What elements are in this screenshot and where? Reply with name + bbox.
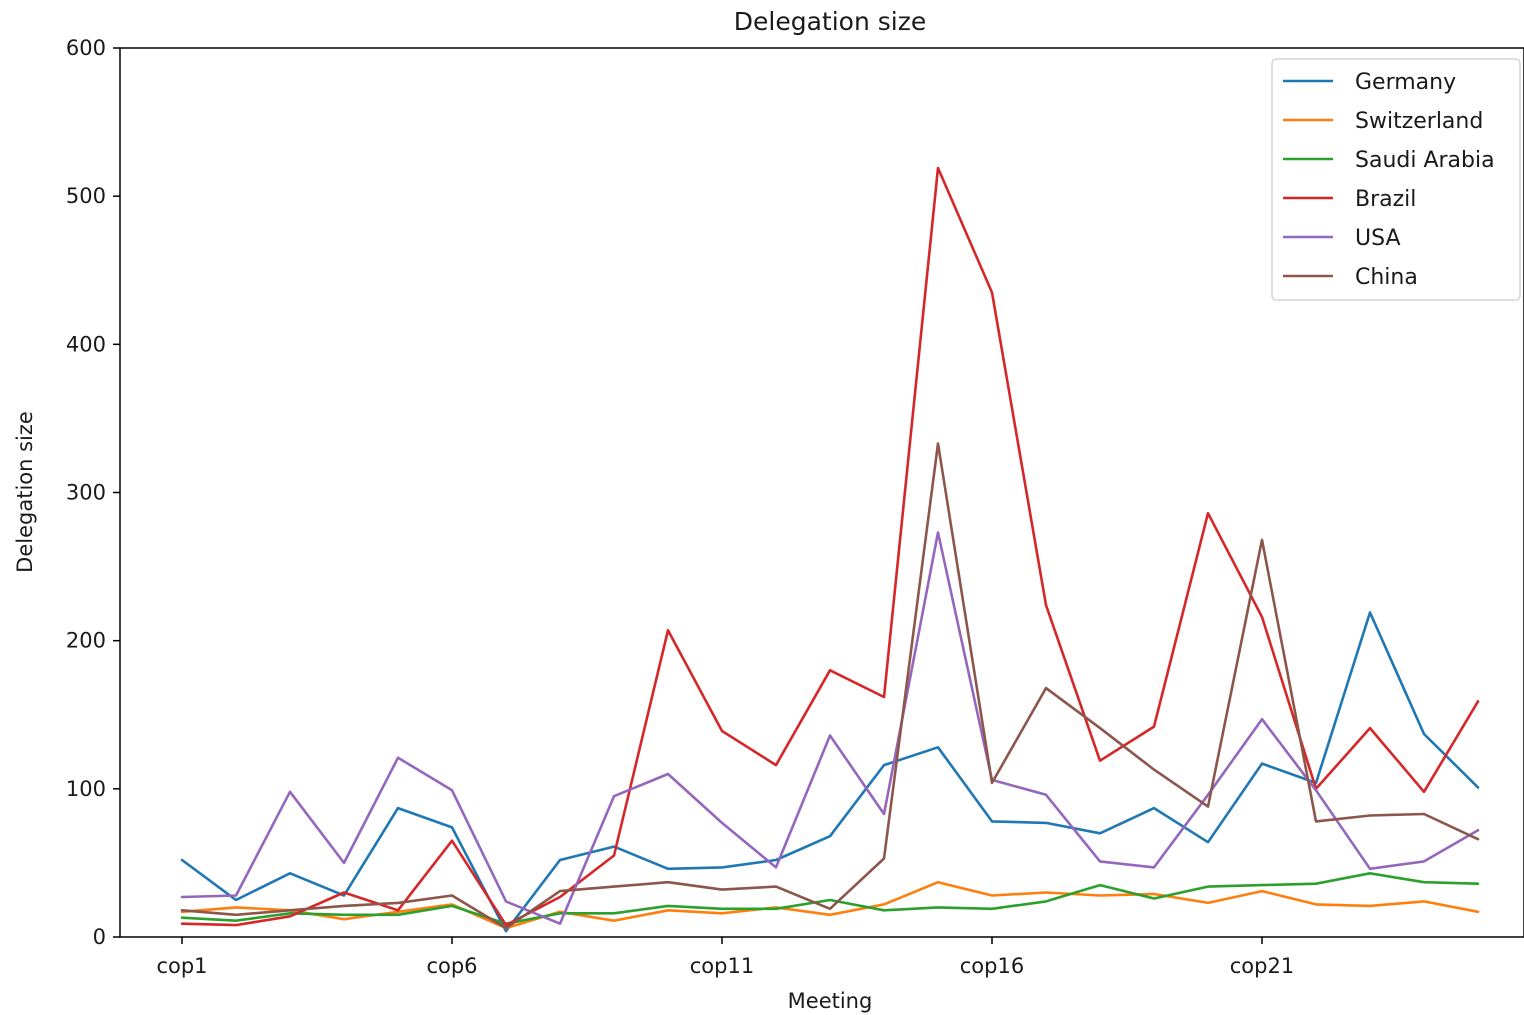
x-axis-label: Meeting [788,989,873,1013]
x-tick-label: cop16 [960,954,1024,978]
legend-label: China [1355,265,1418,290]
legend-label: Germany [1355,70,1456,95]
series-line-switzerland [180,880,1480,930]
x-tick-label: cop21 [1230,954,1294,978]
legend-box [1271,58,1521,301]
legend: Germany Switzerland Saudi Arabia Brazil USA C… [1271,58,1521,301]
y-tick-label: 600 [66,36,106,60]
series-line-brazil [180,166,1480,927]
y-tick-label: 100 [66,777,106,801]
y-tick-label: 500 [66,184,106,208]
legend-label: Brazil [1355,187,1416,212]
y-axis-label: Delegation size [13,411,37,573]
x-tick-label: cop6 [426,954,477,978]
y-tick-label: 400 [66,332,106,356]
series-line-germany [180,611,1480,933]
x-axis: cop1 cop6 cop11 cop16 cop21 [156,937,1294,978]
chart-title: Delegation size [734,7,926,36]
y-tick-label: 0 [93,925,106,949]
series-line-usa [180,531,1480,926]
legend-label: USA [1355,226,1401,251]
x-tick-label: cop1 [156,954,207,978]
series-line-saudi-arabia [180,871,1480,926]
plot-lines [180,166,1480,933]
series-line-china [180,442,1480,930]
legend-label: Saudi Arabia [1355,148,1495,173]
y-tick-label: 300 [66,481,106,505]
x-tick-label: cop11 [690,954,754,978]
y-tick-label: 200 [66,629,106,653]
y-axis: 0 100 200 300 400 500 600 [66,36,120,949]
legend-label: Switzerland [1355,109,1483,134]
